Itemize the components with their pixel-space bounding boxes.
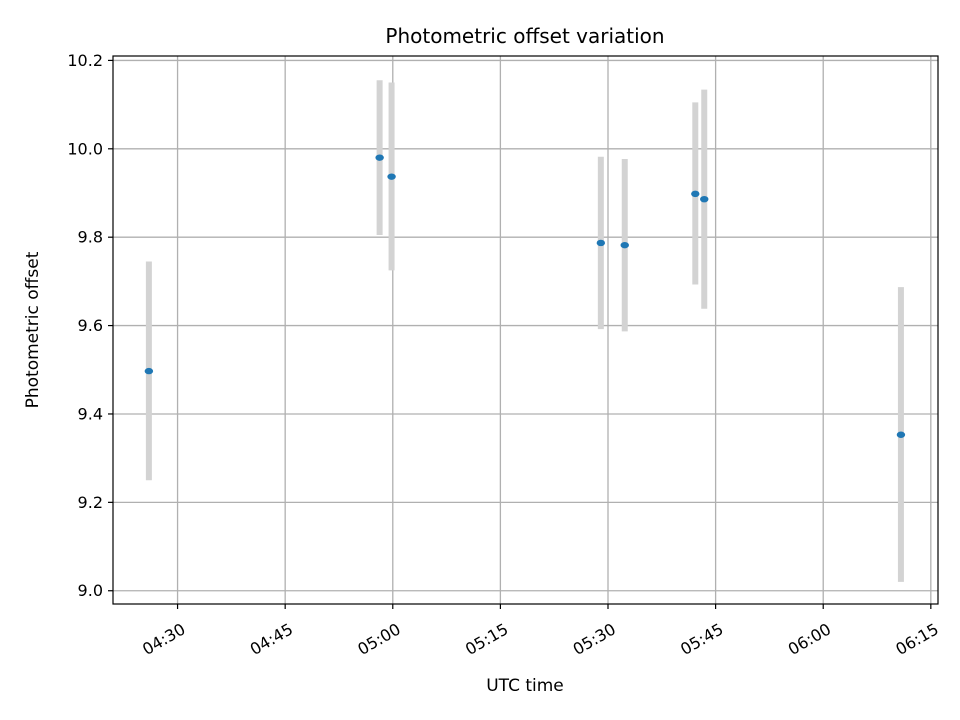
y-tick-label: 9.0: [78, 581, 103, 600]
data-point: [620, 241, 629, 249]
y-tick-label: 10.0: [67, 139, 103, 158]
data-point: [691, 190, 700, 198]
data-point: [387, 173, 396, 180]
grid: [113, 56, 938, 604]
y-tick-label: 10.2: [67, 51, 103, 70]
data-points: [144, 154, 906, 438]
data-point: [896, 431, 906, 438]
data-point: [700, 195, 709, 203]
y-tick-label: 9.2: [78, 493, 103, 512]
y-tick-label: 9.6: [78, 316, 103, 335]
data-point: [144, 367, 154, 375]
data-point: [375, 154, 384, 161]
data-point: [596, 239, 606, 247]
y-axis-label: Photometric offset: [23, 251, 43, 408]
chart-title: Photometric offset variation: [385, 24, 664, 48]
plot-frame: [112, 55, 939, 605]
y-axis-ticks: 9.0 9.2 9.4 9.6 9.8 10.0 10.2: [67, 51, 113, 600]
y-tick-label: 9.8: [78, 228, 103, 247]
x-axis-label: UTC time: [486, 676, 564, 696]
y-tick-label: 9.4: [78, 404, 103, 423]
